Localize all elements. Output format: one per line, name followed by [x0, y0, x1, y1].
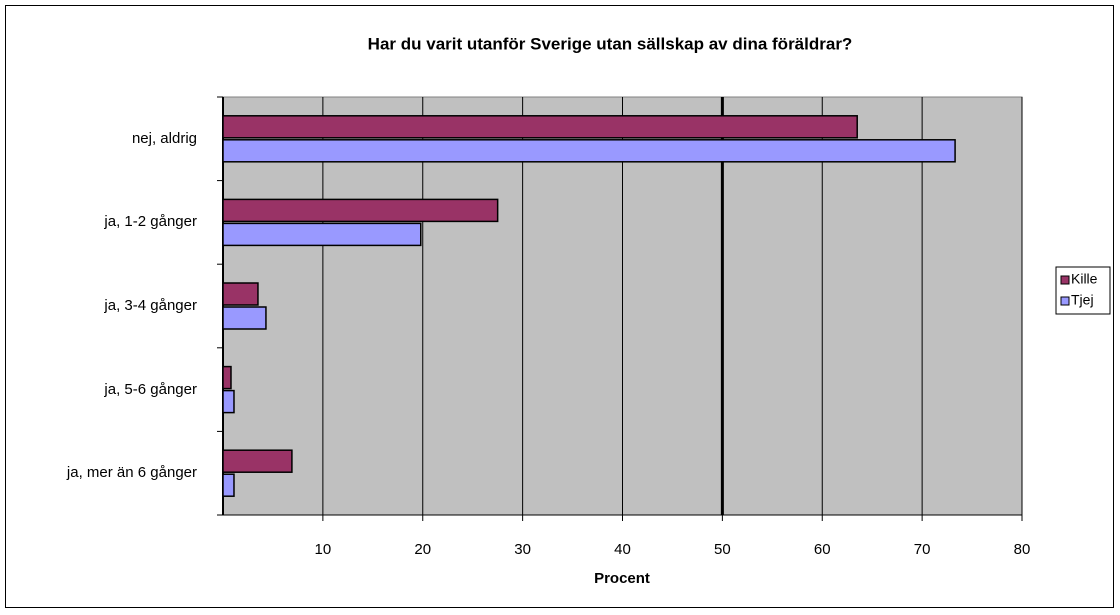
bar	[222, 139, 956, 163]
y-tick-label: ja, 5-6 gånger	[104, 380, 197, 398]
legend-label: Tjej	[1071, 292, 1094, 308]
legend-label: Kille	[1071, 271, 1098, 287]
x-tick-label: 10	[315, 541, 332, 558]
bar	[222, 306, 267, 330]
x-tick-label: 50	[714, 541, 731, 558]
x-tick-label: 20	[414, 541, 431, 558]
legend-box	[1055, 266, 1111, 315]
legend-swatch	[1060, 296, 1070, 306]
x-tick-label: 40	[614, 541, 631, 558]
x-tick-label: 60	[814, 541, 831, 558]
y-tick-label: ja, 1-2 gånger	[104, 213, 197, 231]
legend-swatch	[1060, 275, 1070, 285]
x-tick-label: 30	[514, 541, 531, 558]
x-axis-label: Procent	[594, 570, 650, 587]
x-tick-label: 80	[1014, 541, 1031, 558]
chart-title: Har du varit utanför Sverige utan sällsk…	[368, 34, 853, 53]
bar	[222, 389, 235, 414]
bar	[222, 198, 499, 223]
bar	[222, 222, 422, 247]
bar	[222, 365, 232, 390]
y-tick-label: ja, mer än 6 gånger	[66, 464, 197, 482]
bar	[222, 282, 259, 306]
bar	[222, 473, 235, 497]
y-tick-label: ja, 3-4 gånger	[104, 297, 197, 314]
y-tick-label: nej, aldrig	[131, 129, 197, 147]
bar	[222, 115, 858, 139]
bar	[222, 449, 293, 473]
x-tick-label: 70	[914, 541, 931, 558]
